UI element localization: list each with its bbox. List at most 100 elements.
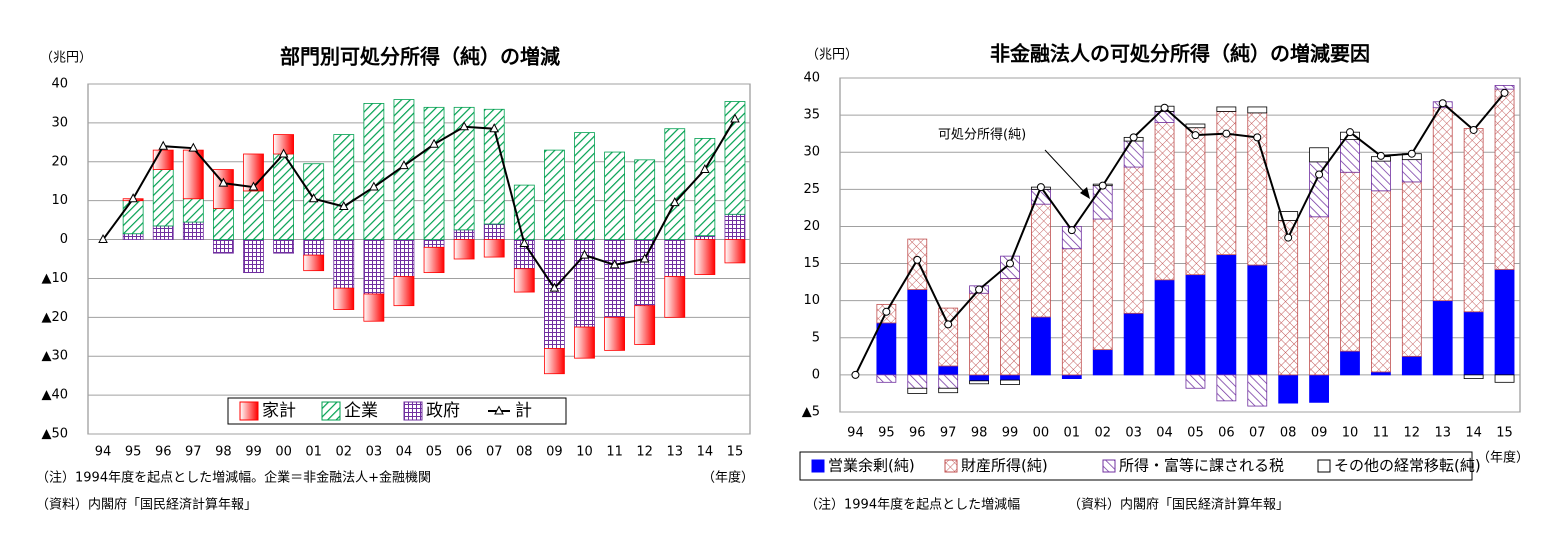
x-tick-label: 06 <box>456 445 473 460</box>
bar-segment <box>634 305 656 345</box>
marker <box>851 370 860 379</box>
x-tick-label: 95 <box>878 426 895 441</box>
marker <box>459 121 469 131</box>
bar-segment <box>1463 128 1484 313</box>
bar-segment <box>1216 106 1237 112</box>
bar-segment <box>938 374 959 389</box>
x-tick-label: 04 <box>396 445 413 460</box>
bar-segment <box>544 239 565 349</box>
bar-segment <box>393 276 415 307</box>
bar-segment <box>1340 350 1360 376</box>
bar-segment <box>1185 274 1206 376</box>
marker <box>218 177 229 187</box>
y-tick-label: 30 <box>803 145 820 160</box>
bar-segment <box>182 198 204 223</box>
annotation-arrowhead <box>1080 187 1090 199</box>
x-tick-label: 06 <box>1218 426 1235 441</box>
marker <box>700 163 710 174</box>
marker <box>308 193 319 203</box>
x-tick-label: 95 <box>125 445 142 460</box>
y-tick-label: 10 <box>803 293 820 308</box>
bar-segment <box>694 235 716 240</box>
bar-segment <box>1371 160 1391 192</box>
x-tick-label: 10 <box>576 445 593 460</box>
bar-segment <box>453 106 475 231</box>
y-tick-label: 25 <box>803 182 820 197</box>
x-tick-label: 12 <box>1404 426 1421 441</box>
marker <box>639 253 650 263</box>
y-tick-label: 0 <box>60 232 68 247</box>
bar-segment <box>1340 171 1360 352</box>
y-tick-label: ▲20 <box>41 310 68 325</box>
x-tick-label: 04 <box>1156 426 1173 441</box>
bar-segment <box>213 208 234 240</box>
bar-segment <box>1185 123 1206 129</box>
bar-segment <box>907 374 928 389</box>
bar-segment <box>1000 277 1020 376</box>
bar-segment <box>1463 311 1484 376</box>
bar-segment <box>1494 85 1515 90</box>
marker <box>98 233 108 244</box>
unit-label: （兆円） <box>40 51 92 66</box>
x-tick-label: 00 <box>1033 426 1050 441</box>
annotation: 可処分所得(純) <box>938 127 1026 143</box>
x-tick-label: 13 <box>666 445 683 460</box>
chart-title: 部門別可処分所得（純）の増減 <box>280 45 560 69</box>
bar-segment <box>969 380 989 385</box>
bar-segment <box>182 221 204 240</box>
bar-segment <box>423 239 445 248</box>
x-tick-label: 15 <box>727 445 744 460</box>
bar-segment <box>1216 374 1237 402</box>
legend-label: 計 <box>515 401 532 421</box>
marker <box>882 307 891 316</box>
bar-segment <box>213 239 234 254</box>
bar-segment <box>1432 300 1453 376</box>
bar-segment <box>1278 374 1299 404</box>
x-tick-label: 02 <box>335 445 352 460</box>
bar-segment <box>1371 190 1391 373</box>
bar-segment <box>363 239 385 295</box>
marker <box>1407 149 1416 158</box>
bar-segment <box>724 239 746 264</box>
bar-segment <box>1247 264 1268 376</box>
bar-segment <box>1401 355 1422 376</box>
bar-segment <box>1340 139 1360 173</box>
bar-segment <box>122 233 144 240</box>
note: （注）1994年度を起点とした増減幅 <box>805 497 1020 513</box>
x-tick-label: 96 <box>909 426 926 441</box>
note: （注）1994年度を起点とした増減幅。企業＝非金融法人+金融機関 <box>36 470 431 486</box>
bar-segment <box>664 276 686 318</box>
legend-label: 家計 <box>262 401 296 421</box>
x-tick-label: 01 <box>1064 426 1081 441</box>
legend-swatch <box>321 401 341 421</box>
bar-segment <box>1123 312 1144 376</box>
legend-box <box>799 451 1473 481</box>
bar-segment <box>1216 254 1237 376</box>
x-tick-label: 05 <box>1187 426 1204 441</box>
bar-segment <box>333 287 355 310</box>
marker <box>1315 170 1324 179</box>
marker <box>1346 128 1354 137</box>
y-tick-label: 5 <box>812 330 820 345</box>
unit-label: （兆円） <box>806 48 858 63</box>
bar-segment <box>1247 374 1268 407</box>
marker <box>158 140 169 150</box>
x-tick-label: 98 <box>215 445 232 460</box>
marker <box>1191 131 1200 140</box>
marker <box>248 181 259 191</box>
marker <box>730 113 740 123</box>
marker <box>549 282 560 292</box>
x-tick-label: 07 <box>486 445 503 460</box>
legend-label: その他の経常移転(純) <box>1334 457 1481 475</box>
bar-segment <box>694 138 716 237</box>
bar-segment <box>1061 248 1082 376</box>
x-tick-label: 09 <box>1311 426 1328 441</box>
x-tick-label: 94 <box>95 445 112 460</box>
bar-segment <box>724 213 746 240</box>
x-tick-label: 10 <box>1342 426 1359 441</box>
bar-segment <box>1123 140 1144 168</box>
y-tick-label: ▲10 <box>41 271 68 286</box>
x-tick-label: 13 <box>1434 426 1451 441</box>
marker <box>975 285 984 294</box>
